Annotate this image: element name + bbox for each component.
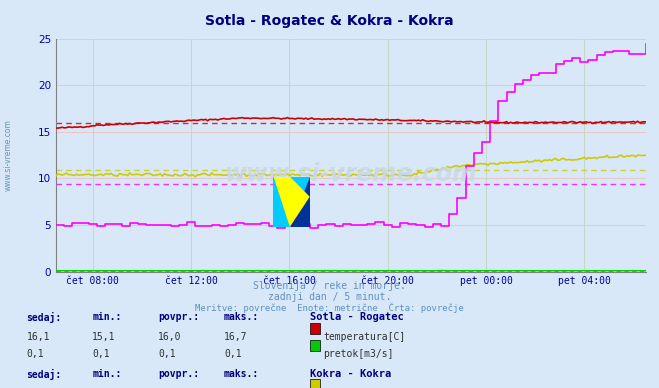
Text: 0,1: 0,1 bbox=[26, 349, 44, 359]
Text: maks.:: maks.: bbox=[224, 312, 259, 322]
Text: Slovenija / reke in morje.: Slovenija / reke in morje. bbox=[253, 281, 406, 291]
Text: Sotla - Rogatec & Kokra - Kokra: Sotla - Rogatec & Kokra - Kokra bbox=[205, 14, 454, 28]
Text: pretok[m3/s]: pretok[m3/s] bbox=[324, 349, 394, 359]
Text: www.si-vreme.com: www.si-vreme.com bbox=[4, 119, 13, 191]
Text: 16,7: 16,7 bbox=[224, 332, 248, 342]
Text: 0,1: 0,1 bbox=[224, 349, 242, 359]
Text: povpr.:: povpr.: bbox=[158, 369, 199, 379]
Text: 0,1: 0,1 bbox=[92, 349, 110, 359]
Text: Sotla - Rogatec: Sotla - Rogatec bbox=[310, 312, 403, 322]
Text: zadnji dan / 5 minut.: zadnji dan / 5 minut. bbox=[268, 292, 391, 302]
Text: sedaj:: sedaj: bbox=[26, 369, 61, 379]
Text: povpr.:: povpr.: bbox=[158, 312, 199, 322]
Text: www.si-vreme.com: www.si-vreme.com bbox=[225, 162, 477, 186]
Text: sedaj:: sedaj: bbox=[26, 312, 61, 323]
Text: maks.:: maks.: bbox=[224, 369, 259, 379]
Polygon shape bbox=[290, 177, 310, 227]
Text: 16,0: 16,0 bbox=[158, 332, 182, 342]
Text: Meritve: povrečne  Enote: metrične  Črta: povrečje: Meritve: povrečne Enote: metrične Črta: … bbox=[195, 302, 464, 313]
Text: Kokra - Kokra: Kokra - Kokra bbox=[310, 369, 391, 379]
Text: 0,1: 0,1 bbox=[158, 349, 176, 359]
Text: min.:: min.: bbox=[92, 369, 122, 379]
Text: min.:: min.: bbox=[92, 312, 122, 322]
Polygon shape bbox=[273, 177, 310, 227]
Text: temperatura[C]: temperatura[C] bbox=[324, 332, 406, 342]
Text: 16,1: 16,1 bbox=[26, 332, 50, 342]
Text: 15,1: 15,1 bbox=[92, 332, 116, 342]
